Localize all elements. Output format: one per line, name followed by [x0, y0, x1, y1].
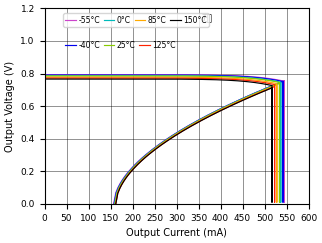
- X-axis label: Output Current (mA): Output Current (mA): [126, 228, 227, 238]
- Y-axis label: Output Voltage (V): Output Voltage (V): [5, 61, 15, 152]
- Legend: -40°C, 25°C, 125°C: -40°C, 25°C, 125°C: [63, 39, 178, 52]
- Text: Tⲣ: Tⲣ: [202, 13, 213, 22]
